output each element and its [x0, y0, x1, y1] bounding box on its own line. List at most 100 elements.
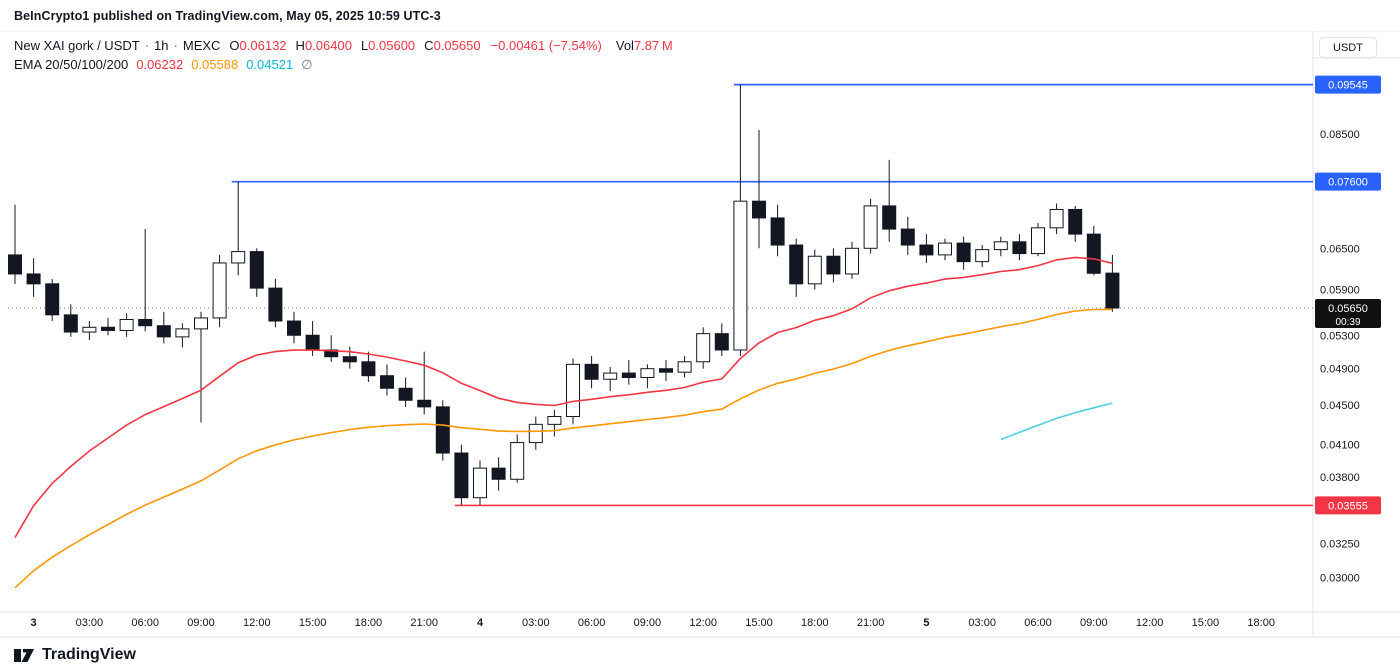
ema-indicator-label[interactable]: EMA 20/50/100/200 — [14, 57, 129, 72]
time-axis-label[interactable]: 03:00 — [76, 617, 104, 629]
price-axis-label[interactable]: 0.03800 — [1320, 472, 1360, 484]
price-axis-label[interactable]: 0.06500 — [1320, 243, 1360, 255]
candle-body — [845, 247, 859, 275]
time-axis-label[interactable]: 18:00 — [801, 617, 829, 629]
price-line-badge-label: 0.03555 — [1328, 500, 1368, 512]
candle-body — [361, 361, 376, 377]
tradingview-logo-icon[interactable] — [13, 645, 35, 665]
time-axis-label[interactable]: 12:00 — [689, 617, 717, 629]
candle-body — [82, 326, 97, 333]
price-axis-labels[interactable]: 0.08500 0.06500 0.05900 0.05300 0.04900 0.045… — [1320, 129, 1360, 585]
open-value: 0.06132 — [239, 38, 287, 53]
candle-body — [249, 251, 264, 289]
high-label: H — [295, 38, 305, 53]
time-axis-label[interactable]: 21:00 — [410, 617, 438, 629]
time-axis-label[interactable]: 12:00 — [243, 617, 271, 629]
price-axis-label[interactable]: 0.05300 — [1320, 330, 1360, 342]
candle-body — [454, 452, 469, 499]
price-axis-label[interactable]: 0.04100 — [1320, 440, 1360, 452]
time-axis-label[interactable]: 09:00 — [187, 617, 215, 629]
tradingview-wordmark[interactable]: TradingView — [42, 645, 136, 663]
price-axis-label[interactable]: 0.08500 — [1320, 129, 1360, 141]
candle-body — [603, 372, 618, 380]
time-axis-label[interactable]: 09:00 — [634, 617, 662, 629]
time-axis-label[interactable]: 4 — [477, 617, 484, 629]
time-axis-label[interactable]: 15:00 — [745, 617, 773, 629]
price-axis-label[interactable]: 0.03250 — [1320, 539, 1360, 551]
candle-body — [119, 318, 134, 331]
ema20-value: 0.06232 — [136, 57, 184, 72]
close-label: C — [424, 38, 434, 53]
time-axis-label[interactable]: 18:00 — [355, 617, 383, 629]
time-axis-labels[interactable]: 3 03:00 06:00 09:00 12:00 15:00 18:00 21:00 4 03:… — [31, 617, 1275, 629]
last-price-badge — [1315, 299, 1381, 329]
candle-body — [677, 361, 692, 373]
ohlc-low: L0.05600 — [361, 38, 415, 53]
low-value: 0.05600 — [368, 38, 416, 53]
time-axis-label[interactable]: 09:00 — [1080, 617, 1108, 629]
time-axis-label[interactable]: 03:00 — [968, 617, 996, 629]
ohlc-high: H0.06400 — [296, 38, 352, 53]
time-axis-label[interactable]: 18:00 — [1247, 617, 1275, 629]
symbol-title[interactable]: New XAI gork / USDT — [14, 38, 140, 53]
candle-body — [1105, 272, 1120, 309]
candle-body — [156, 325, 171, 338]
candle-body — [975, 249, 990, 263]
price-axis-label[interactable]: 0.04900 — [1320, 364, 1360, 376]
low-label: L — [360, 38, 369, 53]
candle-body — [305, 334, 320, 351]
close-value: 0.05650 — [433, 38, 481, 53]
ema20-line — [14, 256, 1113, 538]
time-axis-label[interactable]: 06:00 — [1024, 617, 1052, 629]
price-line-badge-label: 0.09545 — [1328, 80, 1368, 92]
time-axis-label[interactable]: 06:00 — [578, 617, 606, 629]
candle-body — [547, 415, 562, 425]
price-line-badge — [1315, 496, 1381, 515]
candle-body — [268, 287, 283, 322]
candle-body — [342, 356, 357, 363]
currency-toggle[interactable]: USDT — [1319, 37, 1377, 58]
high-value: 0.06400 — [304, 38, 352, 53]
ema-legend-row: EMA 20/50/100/200 0.06232 0.05588 0.04521 ∅ — [14, 55, 673, 74]
candle-body — [26, 273, 41, 285]
time-axis-label[interactable]: 12:00 — [1136, 617, 1164, 629]
candle-body — [863, 205, 878, 249]
candle-body — [993, 241, 1008, 251]
time-axis-label[interactable]: 03:00 — [522, 617, 550, 629]
candle-body — [45, 283, 60, 316]
candle-body — [175, 328, 190, 338]
candle-body — [696, 333, 711, 363]
price-axis-label[interactable]: 0.03000 — [1320, 573, 1360, 585]
candle-body — [938, 242, 952, 256]
interval-label[interactable]: 1h — [154, 38, 169, 53]
price-line-badge — [1315, 172, 1381, 191]
time-axis-label[interactable]: 15:00 — [299, 617, 327, 629]
candle-body — [491, 467, 506, 480]
price-axis-label[interactable]: 0.05900 — [1320, 285, 1360, 297]
time-axis-label[interactable]: 21:00 — [857, 617, 885, 629]
candle-body — [194, 317, 208, 330]
candle-body — [919, 244, 934, 256]
legend-separator: · — [144, 38, 150, 53]
candle-body — [138, 318, 153, 327]
change-value: −0.00461 (−7.54%) — [490, 38, 602, 53]
candle-body — [621, 372, 636, 378]
exchange-label: MEXC — [182, 38, 221, 53]
chart-legend: New XAI gork / USDT · 1h · MEXC O0.06132 H0.06… — [14, 36, 673, 74]
time-axis-label[interactable]: 15:00 — [1192, 617, 1220, 629]
candle-body — [380, 375, 394, 389]
candle-body — [435, 406, 450, 454]
candles-group[interactable] — [8, 84, 1120, 505]
time-axis-label[interactable]: 3 — [31, 617, 37, 629]
ema50-value: 0.05588 — [191, 57, 239, 72]
candle-body — [1086, 233, 1101, 274]
time-axis-label[interactable]: 5 — [923, 617, 929, 629]
candle-body — [789, 244, 804, 285]
candle-body — [63, 314, 78, 333]
candle-body — [826, 255, 841, 275]
price-axis-label[interactable]: 0.04500 — [1320, 400, 1360, 412]
candle-body — [510, 442, 525, 480]
candle-body — [640, 368, 655, 378]
time-axis-label[interactable]: 06:00 — [131, 617, 159, 629]
